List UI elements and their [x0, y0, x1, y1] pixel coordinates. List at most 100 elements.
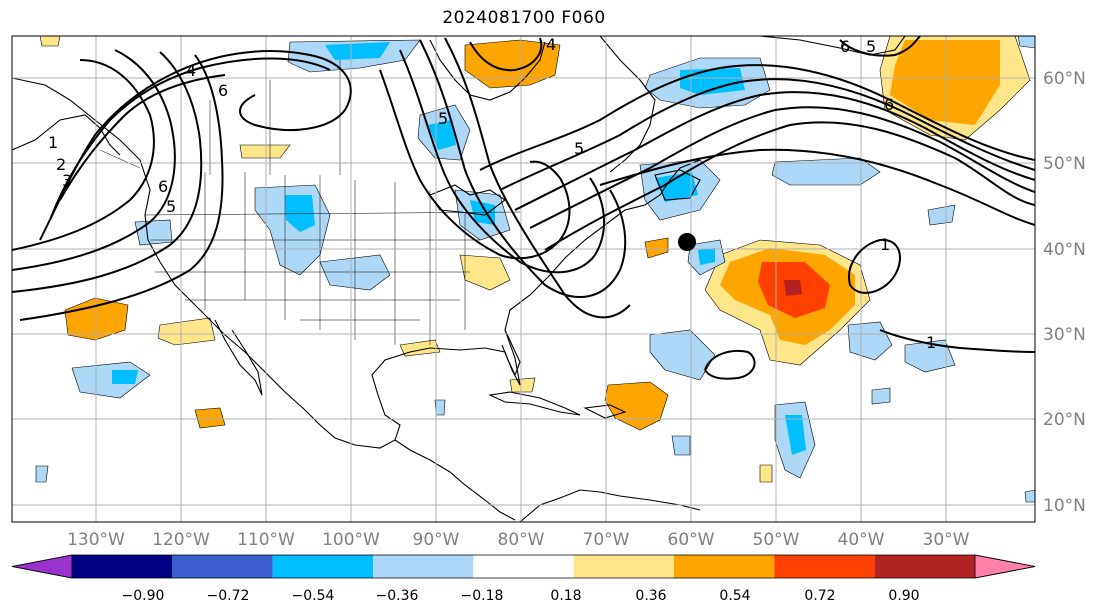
colorbar-segment: [172, 555, 273, 578]
pos-anomaly-small-2: [644, 237, 669, 259]
lat-tick-label: 60°N: [1043, 69, 1086, 89]
contour-label: 6: [218, 81, 228, 100]
pos-anomaly-caribbean: [604, 381, 669, 431]
neg-anomaly-pacific-core: [112, 370, 138, 384]
neg-anomaly-labrador-core: [680, 68, 745, 95]
map-title: 2024081700 F060: [442, 8, 606, 28]
colorbar-segment: [573, 555, 674, 578]
pos-anomaly-small-5: [759, 464, 773, 483]
neg-anomaly-small-3: [671, 435, 691, 456]
contour-label: 2: [56, 155, 66, 174]
storm-center-marker: [678, 233, 696, 251]
lon-tick-label: 90°W: [413, 530, 460, 550]
map-border: [11, 35, 1036, 523]
coastline-florida: [501, 329, 521, 377]
lat-tick-label: 10°N: [1043, 496, 1086, 516]
neg-anomaly-tropical-core: [785, 415, 806, 455]
lon-tick-label: 130°W: [67, 530, 125, 550]
contour-label: 1: [48, 133, 58, 152]
lon-tick-label: 110°W: [237, 530, 295, 550]
pos-anomaly-ohio: [459, 254, 511, 291]
contour-label: 1: [880, 235, 890, 254]
pos-anomaly-pacific-edge: [157, 317, 216, 346]
coastline-labrador: [599, 36, 656, 173]
lon-tick-label: 70°W: [583, 530, 630, 550]
contour-label: 5: [166, 197, 176, 216]
contour-labels: 6 6 5 4 3 2 1 6 5 6 5 4 5 1 1: [48, 36, 936, 352]
coastline-hudson-bay: [429, 39, 546, 101]
neg-anomaly-greatlakes-core: [428, 120, 456, 150]
contour-west-trough-2: [12, 49, 176, 271]
colorbar-tick-label: −0.90: [122, 588, 165, 604]
colorbar-segment: [272, 555, 373, 578]
neg-anomaly-east-atl: [847, 321, 893, 361]
colorbar-frame: [11, 554, 1036, 579]
pos-anomaly-atlantic-dark: [784, 280, 802, 296]
contour-west-trough-1: [12, 59, 155, 251]
contour-label: 5: [574, 139, 584, 158]
contour-ridge-c: [59, 74, 226, 201]
neg-anomaly-pacific-2: [134, 219, 173, 246]
contour-jet-4: [529, 106, 1035, 229]
neg-anomaly-north-america-core: [325, 42, 390, 60]
contour-ridge-b: [49, 57, 331, 221]
neg-anomaly-newengland-core: [655, 172, 698, 202]
colorbar-tick-label: −0.18: [461, 588, 504, 604]
colorbar-tick-label: −0.36: [376, 588, 419, 604]
latitude-labels: 60°N 50°N 40°N 30°N 20°N 10°N: [1043, 69, 1086, 516]
colorbar-tick-label: 0.54: [719, 588, 750, 604]
contour-east-trough-3: [419, 39, 627, 298]
lon-tick-label: 30°W: [923, 530, 970, 550]
neg-anomaly-central-atl: [771, 157, 881, 186]
contour-label: 5: [866, 37, 876, 56]
coastline-alaska: [12, 114, 121, 156]
height-contours: [12, 36, 1035, 380]
neg-anomaly-sub-trop: [649, 329, 716, 381]
contour-hudson: [469, 37, 543, 72]
contour-label: 6: [884, 95, 894, 114]
contour-label: 5: [438, 109, 448, 128]
lat-tick-label: 20°N: [1043, 410, 1086, 430]
pos-anomaly-small-4: [509, 377, 536, 393]
lat-tick-label: 40°N: [1043, 240, 1086, 260]
longitude-labels: 130°W 120°W 110°W 100°W 90°W 80°W 70°W 6…: [67, 530, 970, 550]
contour-label: 1: [926, 333, 936, 352]
contour-jet-3: [514, 91, 1035, 211]
neg-anomaly-small-6: [1024, 489, 1035, 503]
neg-anomaly-east-atl-2: [904, 339, 956, 373]
contour-label: 4: [186, 61, 196, 80]
contour-jet-5: [544, 121, 1035, 251]
contour-east-trough-2: [399, 49, 606, 274]
contour-subtrop-1: [599, 148, 1035, 226]
coastline-greenland: [759, 36, 906, 56]
colorbar-extend-low: [11, 554, 73, 579]
neg-anomaly-small-2: [871, 387, 891, 405]
contour-1-low: [704, 350, 756, 380]
coastline-newfoundland: [654, 169, 701, 201]
lon-tick-label: 40°W: [838, 530, 885, 550]
neg-anomaly-small-5: [1017, 36, 1035, 49]
pos-anomaly-northeast-canada-core: [890, 40, 1000, 125]
contour-label: 6: [840, 37, 850, 56]
map-panel: [12, 36, 1035, 522]
lat-tick-label: 30°N: [1043, 325, 1086, 345]
colorbar-segment: [373, 555, 474, 578]
coastline-cuba: [488, 391, 581, 416]
coastline-baja: [214, 319, 263, 396]
lon-tick-label: 120°W: [152, 530, 210, 550]
neg-anomaly-west-atl-core: [698, 248, 715, 265]
contour-west-trough-3: [12, 51, 203, 293]
contour-jet-1: [479, 64, 1035, 171]
colorbar-segment: [874, 555, 975, 578]
colorbar-tick-label: −0.72: [207, 588, 250, 604]
graticule: [12, 36, 1035, 522]
coastlines: [12, 36, 906, 522]
contour-label: 3: [62, 171, 72, 190]
colorbar: [11, 554, 1036, 579]
colorbar-segment: [72, 555, 173, 578]
contour-jet-2: [499, 78, 1035, 191]
contour-west-trough-4: [19, 54, 224, 321]
colorbar-tick-label: 0.72: [804, 588, 835, 604]
lon-tick-label: 80°W: [498, 530, 545, 550]
